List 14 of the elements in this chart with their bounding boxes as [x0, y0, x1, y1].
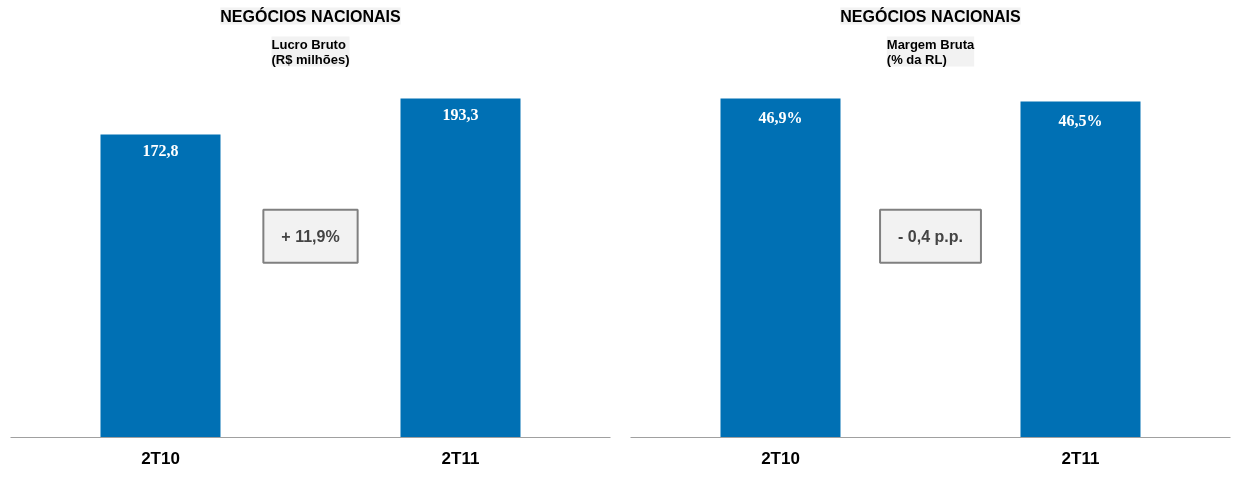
- data-label: 46,9%: [758, 108, 803, 126]
- x-tick-label: 2T11: [1061, 448, 1100, 468]
- chart-subtitle: Margem Bruta (% da RL): [886, 36, 975, 67]
- x-tick-label: 2T10: [141, 448, 180, 468]
- data-label: 193,3: [442, 105, 479, 123]
- annotation: - 0,4 p.p.: [898, 227, 963, 245]
- data-label: 46,5%: [1058, 111, 1103, 129]
- annotation: + 11,9%: [281, 227, 340, 245]
- chart-subtitle: Lucro Bruto (R$ milhões): [271, 36, 350, 67]
- chart-title: NEGÓCIOS NACIONAIS: [220, 6, 402, 25]
- data-label: 172,8: [142, 141, 179, 159]
- x-tick-label: 2T10: [761, 448, 800, 468]
- x-tick-label: 2T11: [441, 448, 480, 468]
- chart-title: NEGÓCIOS NACIONAIS: [840, 6, 1022, 25]
